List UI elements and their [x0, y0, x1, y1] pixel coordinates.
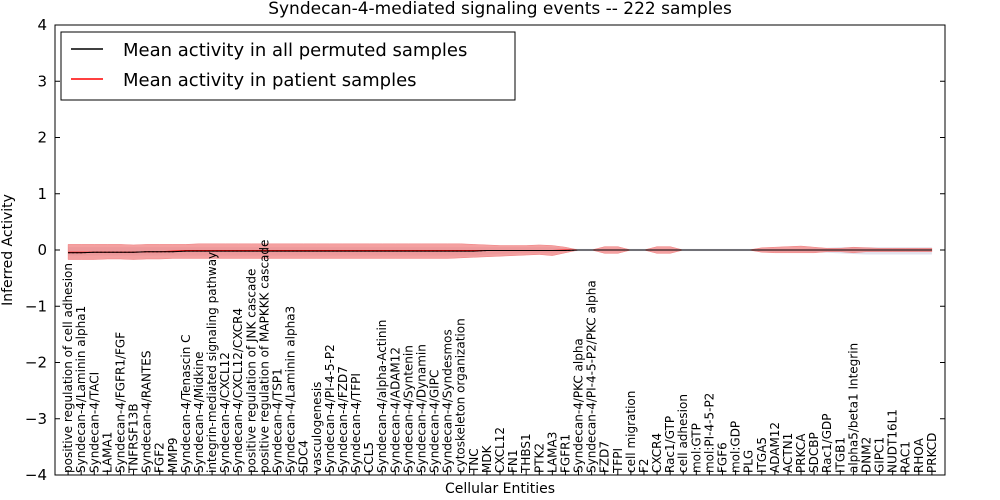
legend-label-patient: Mean activity in patient samples [123, 70, 417, 91]
y-tick-label: 3 [37, 72, 47, 90]
x-category-label: Syndecan-4/FGFR1/FGF [113, 332, 127, 473]
x-category-label: Syndecan-4/alpha-Actinin [375, 320, 389, 473]
x-category-label: Syndecan-4/TFPI [349, 373, 363, 473]
x-category-label: MDK [480, 444, 494, 473]
x-category-label: Syndecan-4/Tenascin C [179, 334, 193, 473]
x-category-label: PRKCD [925, 433, 939, 473]
x-category-label: vasculogenesis [310, 382, 324, 473]
x-category-label: FZD7 [598, 441, 612, 473]
x-category-label: DNM2 [859, 437, 873, 473]
x-category-label: TFPI [611, 448, 625, 474]
x-category-label: Syndecan-4/TACI [87, 372, 101, 473]
x-category-label: THBS1 [519, 433, 533, 474]
x-category-label: ITGB1 [833, 437, 847, 473]
permuted-mean-dotted-line [68, 249, 932, 254]
x-category-label: MMP9 [166, 437, 180, 473]
x-category-label: RAC1 [899, 441, 913, 473]
x-category-label: Syndecan-4/Syntenin [401, 345, 415, 473]
x-category-label: Syndecan-4/RANTES [140, 351, 154, 473]
chart-title: Syndecan-4-mediated signaling events -- … [268, 0, 732, 19]
x-category-label: ITGA5 [755, 437, 769, 473]
x-category-label: cell migration [624, 391, 638, 473]
x-category-label: Syndecan-4/Laminin alpha3 [284, 306, 298, 473]
y-tick-label: 2 [37, 129, 47, 147]
x-category-label: Syndecan-4/Laminin alpha1 [74, 306, 88, 473]
y-tick-label: −2 [25, 354, 47, 372]
x-category-label: F2 [637, 458, 651, 473]
x-category-label: PLG [742, 450, 756, 473]
y-tick-label: 1 [37, 185, 47, 203]
legend-label-permuted: Mean activity in all permuted samples [123, 40, 467, 61]
x-category-label: ADAM12 [768, 422, 782, 473]
x-category-label: Syndecan-4/Dynamin [414, 344, 428, 473]
y-axis-ticks: 4 3 2 1 0 −1 −2 −3 −4 [25, 16, 945, 484]
legend-box [60, 31, 516, 101]
x-category-label: TNFRSF13B [127, 403, 141, 474]
x-category-label: Syndecan-4/CXCL12/CXCR4 [231, 308, 245, 473]
x-category-label: integrin-mediated signaling pathway [205, 252, 219, 473]
x-category-label: FGF6 [716, 442, 730, 473]
legend: Mean activity in all permuted samples Me… [60, 31, 516, 101]
x-category-label: Syndecan-4/PKC alpha [572, 338, 586, 473]
x-category-label: TNC [467, 448, 481, 474]
y-tick-label: 4 [37, 16, 47, 34]
x-category-label: FN1 [506, 449, 520, 473]
y-tick-label: −4 [25, 466, 47, 484]
x-category-label: Syndecan-4/CXCL12 [218, 352, 232, 473]
x-category-label: NUDT16L1 [886, 409, 900, 473]
x-category-label: positive regulation of MAPKKK cascade [257, 240, 271, 473]
x-category-label: cell adhesion [676, 394, 690, 473]
x-category-label: CXCL12 [493, 427, 507, 473]
x-category-label: mol:GDP [729, 421, 743, 473]
x-category-label: RHOA [912, 437, 926, 473]
x-category-label: mol:PI-4-5-P2 [702, 393, 716, 473]
x-category-label: Syndecan-4/ADAM12 [388, 347, 402, 473]
x-category-label: CXCR4 [650, 433, 664, 473]
x-category-label: LAMA1 [100, 432, 114, 473]
x-category-label: Syndecan-4/PI-4-5-P2/PKC alpha [585, 280, 599, 473]
lines-layer [68, 249, 932, 254]
x-category-label: PRKCA [794, 433, 808, 473]
x-category-label: Rac1/GTP [663, 416, 677, 473]
x-category-label: positive regulation of JNK cascade [244, 269, 258, 473]
y-tick-label: −3 [25, 410, 47, 428]
bands-layer [67, 243, 933, 260]
x-category-label: Syndecan-4/TSP1 [271, 368, 285, 473]
y-axis-label: Inferred Activity [0, 194, 16, 306]
x-category-label: GIPC1 [873, 437, 887, 473]
x-category-label: CCL5 [362, 442, 376, 473]
x-category-label: Syndecan-4/Syndesmos [441, 329, 455, 473]
x-category-label: FGFR1 [558, 434, 572, 473]
patient-confidence-band [67, 243, 933, 260]
x-category-label: Syndecan-4/FZD7 [336, 366, 350, 473]
x-category-label: Syndecan-4/PI-4-5-P2 [323, 344, 337, 473]
x-category-label: SDC4 [297, 440, 311, 473]
x-axis-label: Cellular Entities [445, 481, 555, 497]
y-tick-label: 0 [37, 241, 47, 259]
x-category-label: Rac1/GDP [820, 414, 834, 473]
x-category-label: mol:GTP [689, 423, 703, 473]
x-category-label: PTK2 [532, 443, 546, 473]
x-category-label: ACTN1 [781, 433, 795, 473]
x-category-label: Syndecan-4/GIPC [428, 370, 442, 473]
x-category-label: FGF2 [153, 442, 167, 473]
x-category-label: positive regulation of cell adhesion [61, 263, 75, 473]
x-category-label: alpha5/beta1 Integrin [846, 343, 860, 473]
x-category-labels: positive regulation of cell adhesion Synd… [61, 240, 939, 475]
x-category-label: SDCBP [807, 432, 821, 473]
y-tick-label: −1 [25, 297, 47, 315]
x-category-label: cytoskeleton organization [454, 318, 468, 473]
x-category-label: Syndecan-4/Midkine [192, 352, 206, 473]
x-category-label: LAMA3 [545, 432, 559, 473]
